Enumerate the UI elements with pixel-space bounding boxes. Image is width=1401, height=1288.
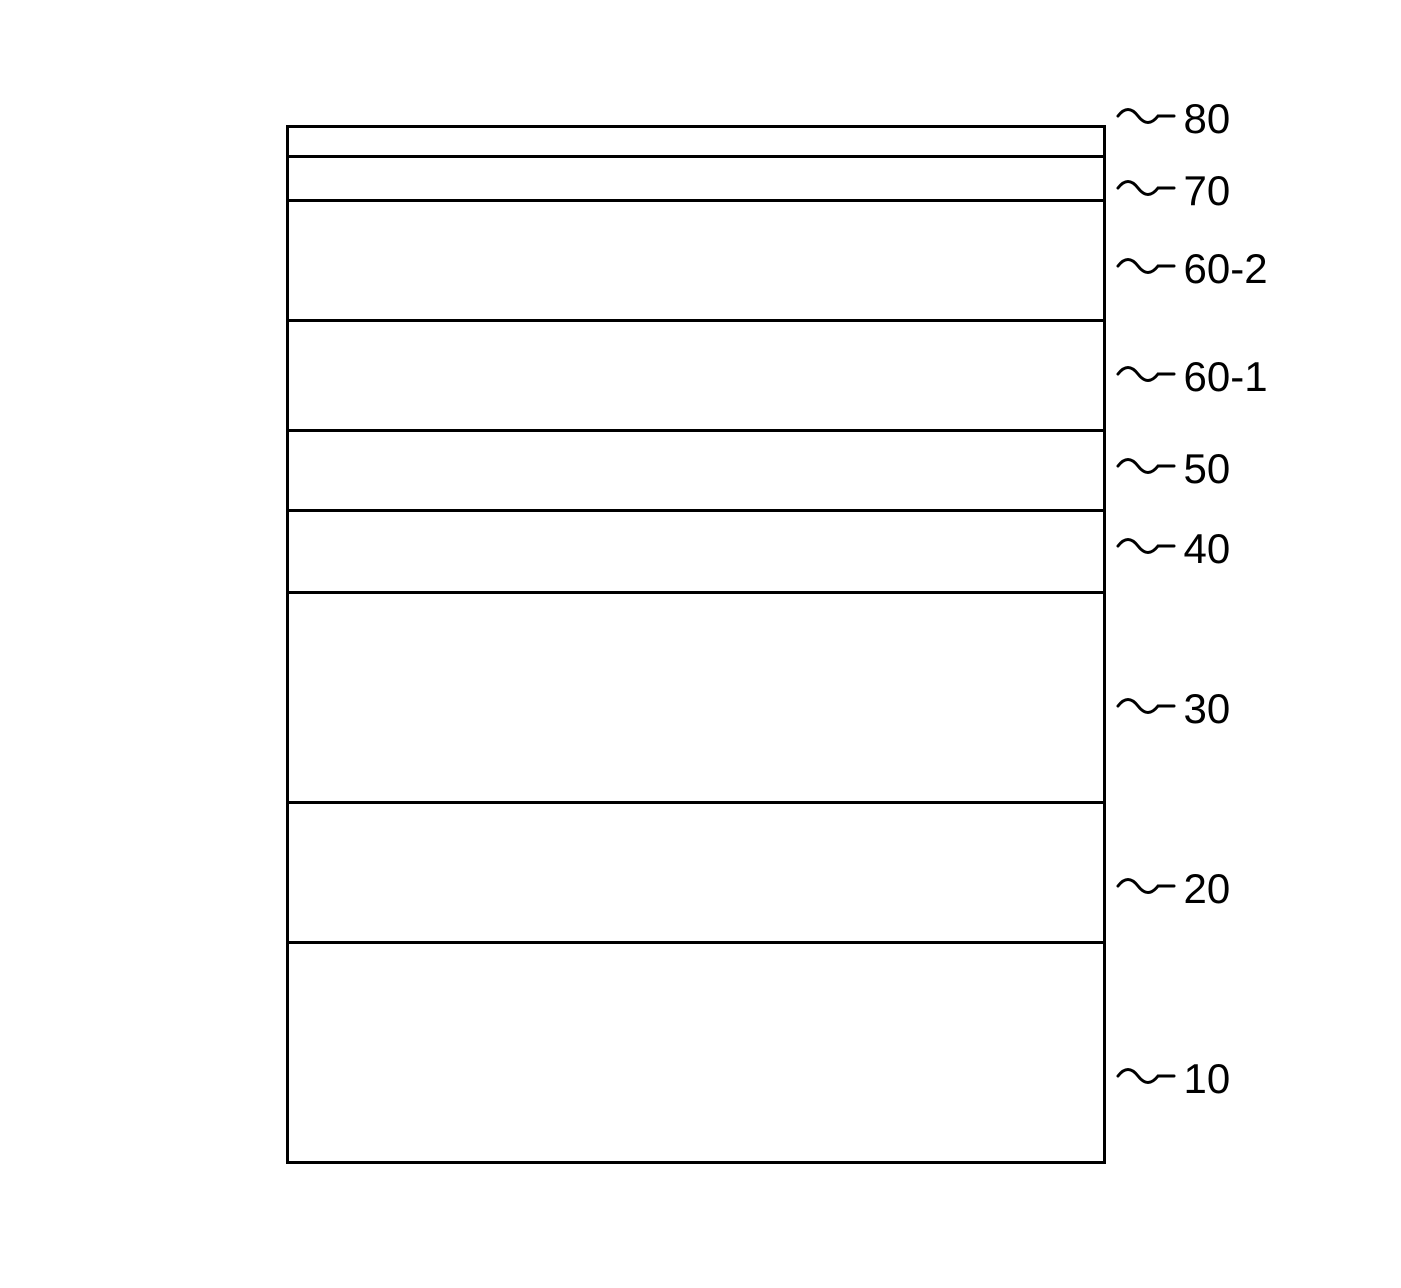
layer-stack xyxy=(286,125,1106,1164)
leader-line-icon xyxy=(1116,359,1176,394)
label-text: 80 xyxy=(1184,95,1231,143)
leader-line-icon xyxy=(1116,251,1176,286)
leader-line-icon xyxy=(1116,531,1176,566)
layer-60-1 xyxy=(289,319,1103,429)
label-50: 50 xyxy=(1116,445,1231,493)
leader-line-icon xyxy=(1116,1061,1176,1096)
leader-line-icon xyxy=(1116,451,1176,486)
layer-70 xyxy=(289,155,1103,199)
label-30: 30 xyxy=(1116,685,1231,733)
layer-50 xyxy=(289,429,1103,509)
label-text: 60-1 xyxy=(1184,353,1268,401)
leader-line-icon xyxy=(1116,101,1176,136)
label-text: 10 xyxy=(1184,1055,1231,1103)
leader-line-icon xyxy=(1116,691,1176,726)
label-60-1: 60-1 xyxy=(1116,353,1268,401)
label-80: 80 xyxy=(1116,95,1231,143)
label-10: 10 xyxy=(1116,1055,1231,1103)
label-20: 20 xyxy=(1116,865,1231,913)
label-text: 30 xyxy=(1184,685,1231,733)
label-text: 40 xyxy=(1184,525,1231,573)
label-text: 70 xyxy=(1184,167,1231,215)
label-60-2: 60-2 xyxy=(1116,245,1268,293)
layer-diagram: 807060-260-15040302010 xyxy=(286,125,1116,1164)
layer-40 xyxy=(289,509,1103,591)
layer-20 xyxy=(289,801,1103,941)
layer-10 xyxy=(289,941,1103,1161)
layer-60-2 xyxy=(289,199,1103,319)
layer-30 xyxy=(289,591,1103,801)
label-40: 40 xyxy=(1116,525,1231,573)
leader-line-icon xyxy=(1116,871,1176,906)
label-text: 20 xyxy=(1184,865,1231,913)
label-text: 60-2 xyxy=(1184,245,1268,293)
label-text: 50 xyxy=(1184,445,1231,493)
leader-line-icon xyxy=(1116,173,1176,208)
layer-80 xyxy=(289,125,1103,155)
label-70: 70 xyxy=(1116,167,1231,215)
